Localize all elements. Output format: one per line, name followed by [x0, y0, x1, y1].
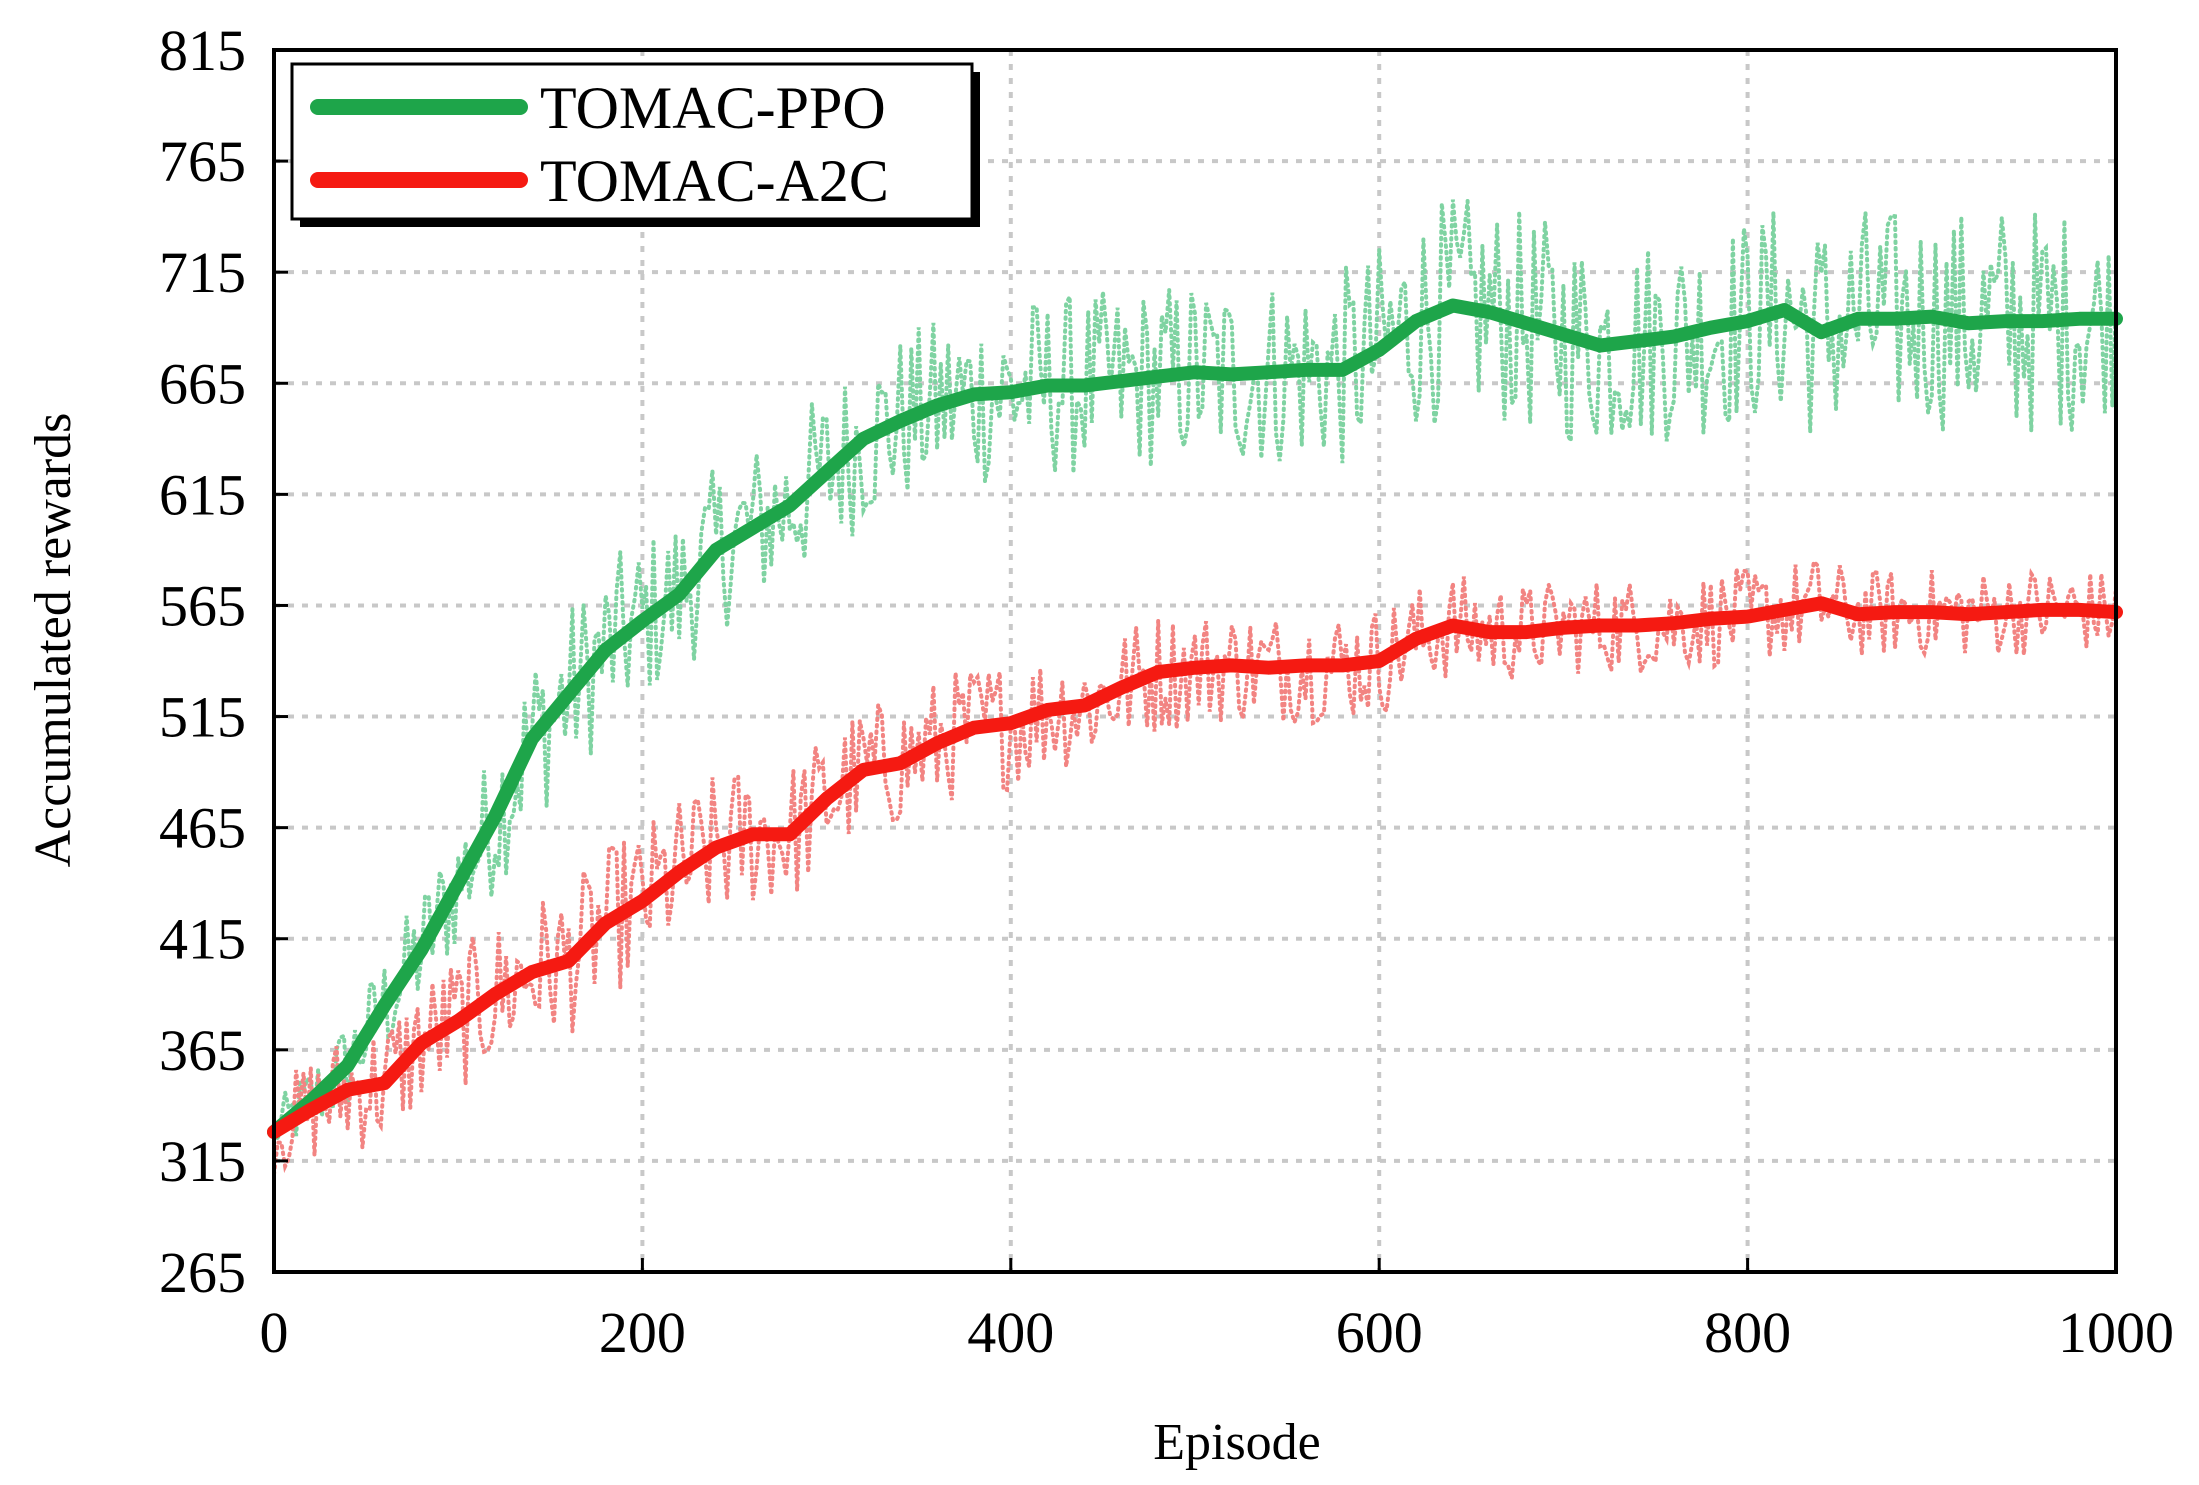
ticks: [272, 48, 2118, 1274]
x-tick-label: 600: [1336, 1300, 1423, 1365]
x-tick-label: 400: [967, 1300, 1054, 1365]
legend-label-a2c: TOMAC-A2C: [540, 148, 889, 214]
smoothed-series-TOMAC-A2C: [267, 596, 2123, 1139]
plot-frame: [272, 48, 2118, 1274]
raw-series-TOMAC-A2C: [272, 557, 2118, 1177]
y-tick-label: 765: [159, 129, 246, 194]
smoothed-series-TOMAC-PPO: [267, 298, 2123, 1139]
x-axis-title: Episode: [1153, 1414, 1321, 1471]
x-tick-label: 200: [599, 1300, 686, 1365]
legend-label-ppo: TOMAC-PPO: [540, 75, 886, 141]
x-tick-label: 0: [260, 1300, 289, 1365]
raw-series-layer: [272, 199, 2118, 1177]
y-tick-label: 465: [159, 796, 246, 861]
x-tick-label: 800: [1704, 1300, 1791, 1365]
y-tick-label: 515: [159, 685, 246, 750]
y-tick-label: 265: [159, 1240, 246, 1305]
raw-series-TOMAC-PPO: [272, 199, 2118, 1141]
y-tick-label: 315: [159, 1129, 246, 1194]
smoothed-series-layer: [267, 298, 2123, 1139]
y-tick-label: 365: [159, 1018, 246, 1083]
x-tick-label: 1000: [2058, 1300, 2174, 1365]
y-axis-title: Accumulated rewards: [25, 413, 82, 868]
y-tick-label: 815: [159, 18, 246, 83]
y-tick-label: 715: [159, 240, 246, 305]
legend-box: [290, 62, 974, 221]
y-tick-label: 615: [159, 462, 246, 527]
y-tick-label: 665: [159, 351, 246, 416]
legend: TOMAC-PPO TOMAC-A2C: [290, 62, 980, 227]
y-tick-label: 565: [159, 573, 246, 638]
x-tick-labels: 0 200 400 600 800 1000: [260, 1300, 2175, 1365]
y-tick-labels: 265 315 365 415 465 515 565 615 665 715 765 815: [159, 18, 246, 1305]
y-tick-label: 415: [159, 907, 246, 972]
